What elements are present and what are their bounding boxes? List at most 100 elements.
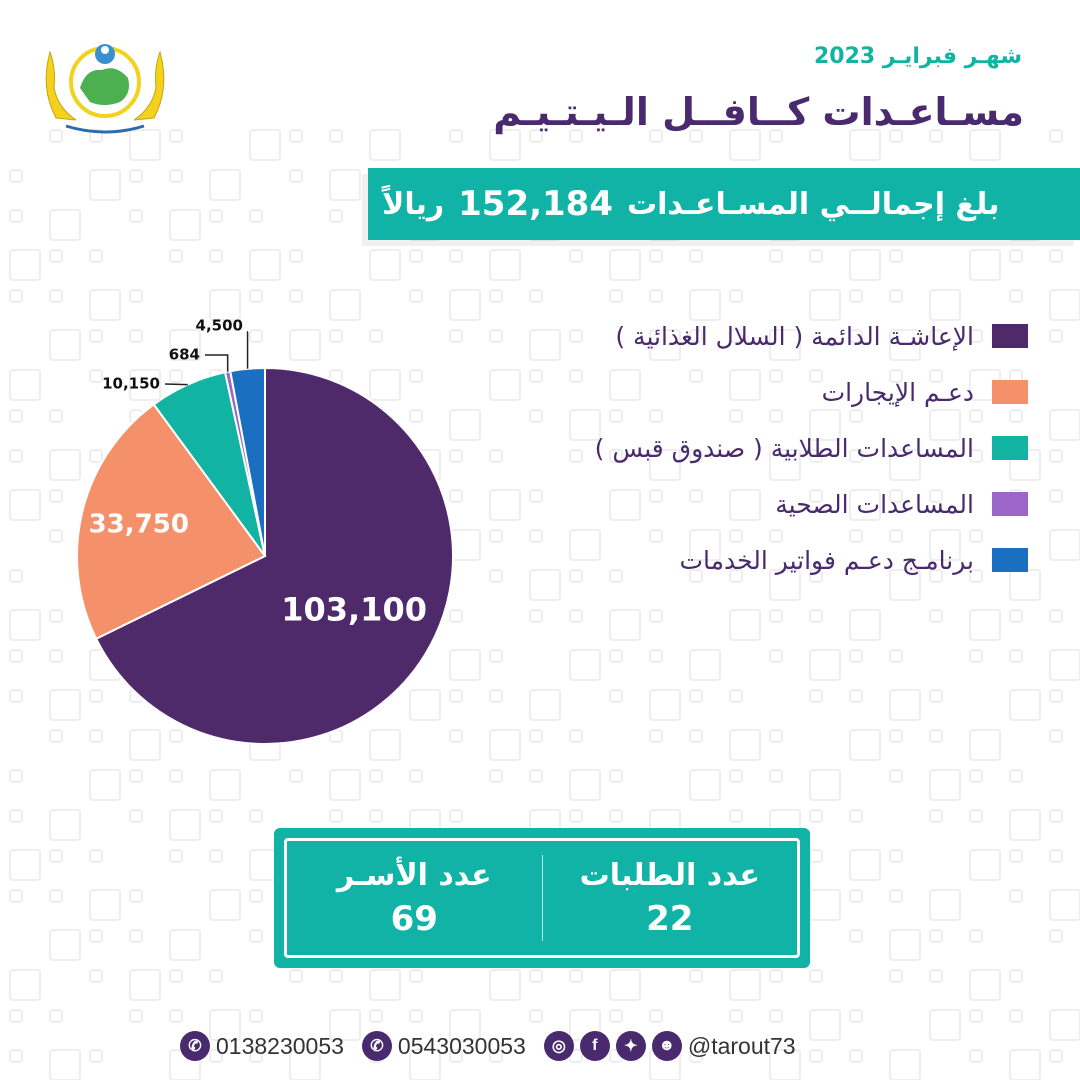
background-square: [809, 809, 823, 823]
phone-number[interactable]: 0138230053: [216, 1032, 344, 1059]
background-square: [689, 569, 703, 583]
background-square: [209, 209, 223, 223]
legend-item: المساعدات الطلابية ( صندوق قبس ): [468, 420, 1028, 476]
background-square: [649, 1009, 663, 1023]
background-square: [889, 649, 903, 663]
background-square: [649, 129, 663, 143]
background-square: [329, 289, 361, 321]
background-square: [409, 289, 423, 303]
total-label: بلغ إجمالــي المسـاعـدات: [627, 186, 1000, 222]
legend-item: برنامـج دعـم فواتير الخدمات: [468, 532, 1028, 588]
background-square: [489, 489, 521, 521]
background-square: [609, 369, 641, 401]
facebook-icon[interactable]: f: [579, 1031, 610, 1061]
background-square: [649, 649, 663, 663]
background-square: [449, 489, 463, 503]
background-square: [249, 249, 281, 281]
background-square: [729, 529, 743, 543]
background-square: [929, 809, 943, 823]
background-square: [9, 1049, 23, 1063]
background-square: [809, 489, 823, 503]
background-square: [889, 1049, 921, 1080]
background-square: [369, 1009, 383, 1023]
background-square: [329, 769, 361, 801]
background-square: [9, 649, 23, 663]
background-square: [849, 929, 863, 943]
background-square: [1049, 129, 1063, 143]
background-square: [449, 689, 463, 703]
background-square: [729, 1009, 743, 1023]
stats-divider: [541, 855, 543, 941]
legend-label: الإعاشـة الدائمة ( السلال الغذائية ): [615, 321, 974, 351]
background-square: [889, 369, 903, 383]
pie-slice-1: [76, 403, 267, 641]
background-square: [89, 889, 121, 921]
whatsapp-icon[interactable]: ✆: [361, 1031, 392, 1061]
background-square: [489, 649, 503, 663]
background-square: [489, 729, 521, 761]
background-square: [569, 609, 583, 623]
background-square: [249, 329, 263, 343]
background-square: [769, 769, 783, 783]
background-square: [689, 369, 703, 383]
background-square: [409, 689, 441, 721]
background-square: [1009, 609, 1023, 623]
leader-line-3: [205, 354, 229, 372]
background-square: [409, 1009, 423, 1023]
background-square: [969, 609, 1001, 641]
requests-stat: عدد الطلبات 22: [543, 841, 798, 955]
background-square: [809, 609, 823, 623]
background-square: [849, 849, 881, 881]
background-square: [889, 769, 903, 783]
background-square: [9, 849, 41, 881]
background-square: [889, 929, 921, 961]
background-square: [929, 929, 943, 943]
background-square: [369, 129, 401, 161]
legend-item: دعـم الإيجارات: [468, 364, 1028, 420]
background-square: [529, 1009, 543, 1023]
background-square: [849, 449, 863, 463]
background-square: [369, 729, 401, 761]
families-stat: عدد الأسـر 69: [287, 841, 542, 955]
total-amount: 152,184: [458, 184, 613, 224]
background-square: [849, 889, 863, 903]
phone-icon[interactable]: ✆: [180, 1031, 210, 1061]
background-square: [1009, 969, 1023, 983]
background-square: [929, 489, 943, 503]
data-label-4: 4,500: [196, 317, 243, 335]
background-square: [129, 209, 143, 223]
legend-swatch: [992, 380, 1028, 404]
background-square: [169, 969, 183, 983]
background-square: [929, 369, 943, 383]
background-square: [49, 289, 63, 303]
background-square: [9, 889, 23, 903]
background-square: [1009, 769, 1023, 783]
background-square: [289, 289, 303, 303]
background-square: [849, 329, 863, 343]
background-square: [849, 289, 863, 303]
background-square: [169, 369, 183, 383]
background-square: [169, 849, 183, 863]
background-square: [769, 249, 783, 263]
background-square: [729, 369, 761, 401]
twitter-icon[interactable]: ✦: [615, 1031, 646, 1061]
background-square: [569, 449, 583, 463]
background-square: [169, 209, 201, 241]
social-handle[interactable]: @tarout73: [687, 1032, 796, 1059]
background-square: [849, 409, 863, 423]
background-square: [249, 809, 263, 823]
instagram-icon[interactable]: ◎: [543, 1031, 574, 1061]
background-square: [209, 969, 223, 983]
whatsapp-number[interactable]: 0543030053: [397, 1032, 526, 1059]
background-square: [1009, 249, 1023, 263]
background-square: [409, 769, 423, 783]
background-square: [769, 729, 783, 743]
background-square: [529, 369, 543, 383]
organization-logo: [45, 44, 165, 134]
background-square: [569, 529, 601, 561]
background-square: [529, 529, 543, 543]
background-square: [1049, 689, 1063, 703]
background-square: [1049, 849, 1063, 863]
report-month: شهـر فبرايـر 2023: [814, 44, 1022, 69]
snapchat-icon[interactable]: ☻: [651, 1031, 682, 1061]
